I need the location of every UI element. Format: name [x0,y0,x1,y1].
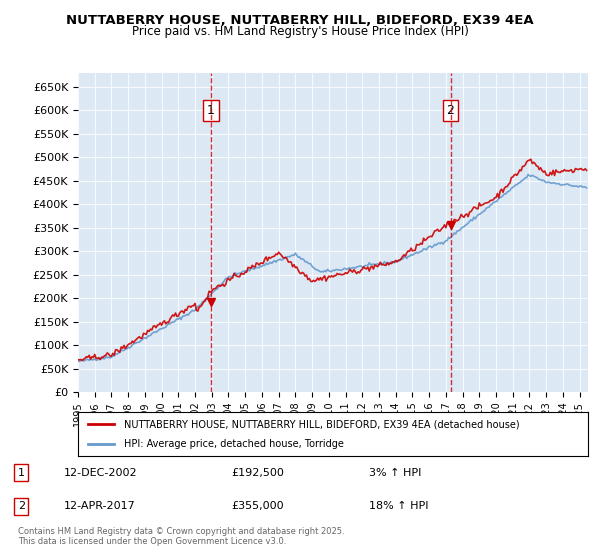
Text: Contains HM Land Registry data © Crown copyright and database right 2025.
This d: Contains HM Land Registry data © Crown c… [18,526,344,546]
Text: 1: 1 [18,468,25,478]
Text: 1: 1 [207,104,215,117]
Text: 2: 2 [446,104,454,117]
Text: HPI: Average price, detached house, Torridge: HPI: Average price, detached house, Torr… [124,439,344,449]
Text: Price paid vs. HM Land Registry's House Price Index (HPI): Price paid vs. HM Land Registry's House … [131,25,469,38]
Text: NUTTABERRY HOUSE, NUTTABERRY HILL, BIDEFORD, EX39 4EA (detached house): NUTTABERRY HOUSE, NUTTABERRY HILL, BIDEF… [124,419,520,429]
Text: 18% ↑ HPI: 18% ↑ HPI [369,501,428,511]
Text: NUTTABERRY HOUSE, NUTTABERRY HILL, BIDEFORD, EX39 4EA: NUTTABERRY HOUSE, NUTTABERRY HILL, BIDEF… [66,14,534,27]
Text: £192,500: £192,500 [231,468,284,478]
Text: 12-APR-2017: 12-APR-2017 [64,501,136,511]
Text: 12-DEC-2002: 12-DEC-2002 [64,468,137,478]
Text: 2: 2 [18,501,25,511]
Text: £355,000: £355,000 [231,501,284,511]
Text: 3% ↑ HPI: 3% ↑ HPI [369,468,421,478]
